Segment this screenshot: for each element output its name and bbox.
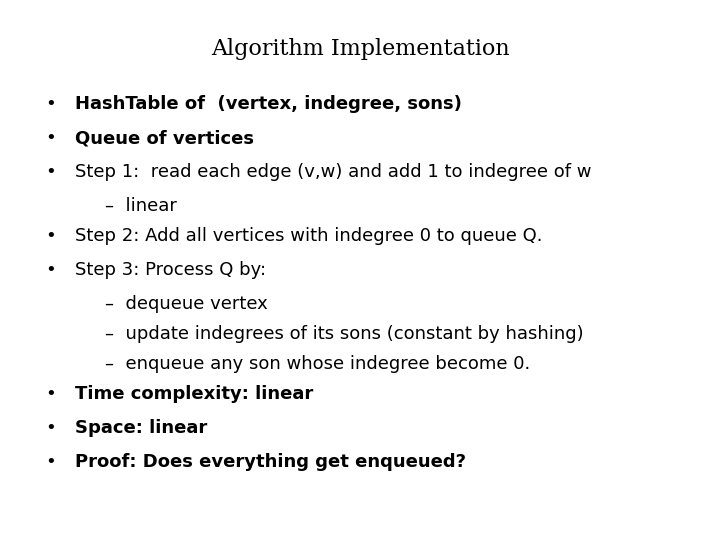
- Text: Algorithm Implementation: Algorithm Implementation: [211, 38, 509, 60]
- Text: •: •: [45, 163, 55, 181]
- Text: •: •: [45, 261, 55, 279]
- Text: Queue of vertices: Queue of vertices: [75, 129, 254, 147]
- Text: Step 2: Add all vertices with indegree 0 to queue Q.: Step 2: Add all vertices with indegree 0…: [75, 227, 542, 245]
- Text: –  enqueue any son whose indegree become 0.: – enqueue any son whose indegree become …: [105, 355, 530, 373]
- Text: •: •: [45, 419, 55, 437]
- Text: •: •: [45, 129, 55, 147]
- Text: –  dequeue vertex: – dequeue vertex: [105, 295, 268, 313]
- Text: •: •: [45, 453, 55, 471]
- Text: –  linear: – linear: [105, 197, 177, 215]
- Text: HashTable of  (vertex, indegree, sons): HashTable of (vertex, indegree, sons): [75, 95, 462, 113]
- Text: Time complexity: linear: Time complexity: linear: [75, 385, 313, 403]
- Text: •: •: [45, 227, 55, 245]
- Text: •: •: [45, 95, 55, 113]
- Text: Proof: Does everything get enqueued?: Proof: Does everything get enqueued?: [75, 453, 466, 471]
- Text: •: •: [45, 385, 55, 403]
- Text: Step 1:  read each edge (v,w) and add 1 to indegree of w: Step 1: read each edge (v,w) and add 1 t…: [75, 163, 592, 181]
- Text: Space: linear: Space: linear: [75, 419, 207, 437]
- Text: –  update indegrees of its sons (constant by hashing): – update indegrees of its sons (constant…: [105, 325, 584, 343]
- Text: Step 3: Process Q by:: Step 3: Process Q by:: [75, 261, 266, 279]
